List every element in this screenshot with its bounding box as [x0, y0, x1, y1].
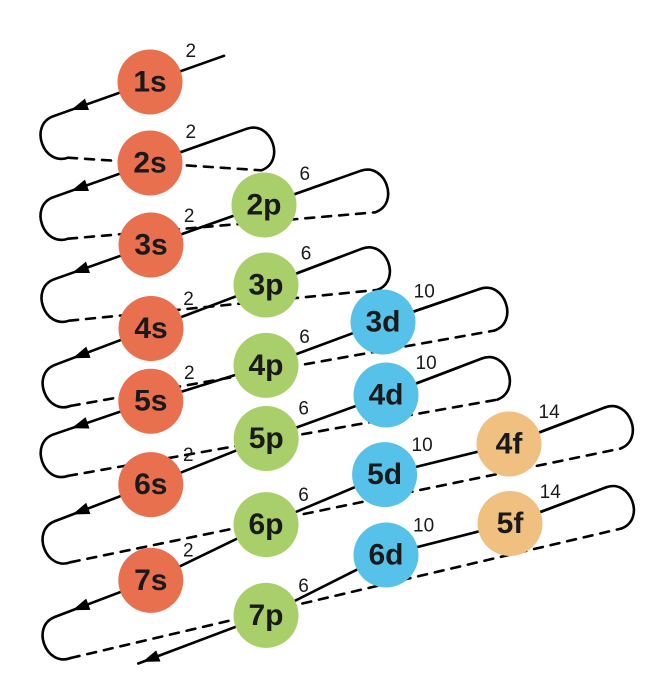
svg-text:6: 6 [298, 399, 309, 420]
svg-text:6s: 6s [134, 468, 167, 501]
svg-text:6: 6 [300, 164, 311, 185]
svg-text:6: 6 [298, 485, 309, 506]
svg-text:4f: 4f [496, 428, 524, 461]
svg-text:14: 14 [539, 402, 561, 423]
svg-text:5f: 5f [497, 507, 525, 540]
svg-text:2p: 2p [246, 189, 281, 222]
svg-text:2s: 2s [133, 147, 166, 180]
svg-text:10: 10 [412, 435, 433, 456]
svg-text:2: 2 [183, 289, 194, 310]
svg-text:6d: 6d [368, 539, 403, 572]
svg-text:3d: 3d [365, 306, 400, 339]
svg-text:10: 10 [414, 282, 435, 303]
svg-text:6p: 6p [248, 508, 283, 541]
svg-text:2: 2 [186, 122, 197, 143]
svg-text:3p: 3p [248, 269, 283, 302]
svg-text:2: 2 [183, 541, 194, 562]
svg-text:4p: 4p [248, 349, 283, 382]
svg-text:10: 10 [413, 515, 434, 536]
svg-text:7s: 7s [134, 564, 167, 597]
svg-text:1s: 1s [133, 66, 166, 99]
svg-text:5s: 5s [134, 385, 167, 418]
svg-text:2: 2 [184, 206, 195, 227]
svg-text:6: 6 [299, 327, 310, 348]
svg-text:2: 2 [184, 363, 195, 384]
svg-text:6: 6 [301, 243, 312, 264]
svg-text:2: 2 [183, 445, 194, 466]
svg-text:3s: 3s [134, 229, 167, 262]
svg-text:4s: 4s [134, 312, 167, 345]
svg-text:5p: 5p [249, 422, 284, 455]
svg-text:7p: 7p [248, 599, 283, 632]
svg-text:2: 2 [186, 41, 197, 62]
svg-text:6: 6 [298, 576, 309, 597]
svg-text:14: 14 [540, 482, 562, 503]
svg-text:10: 10 [416, 353, 437, 374]
svg-text:5d: 5d [367, 458, 402, 491]
svg-text:4d: 4d [368, 379, 403, 412]
